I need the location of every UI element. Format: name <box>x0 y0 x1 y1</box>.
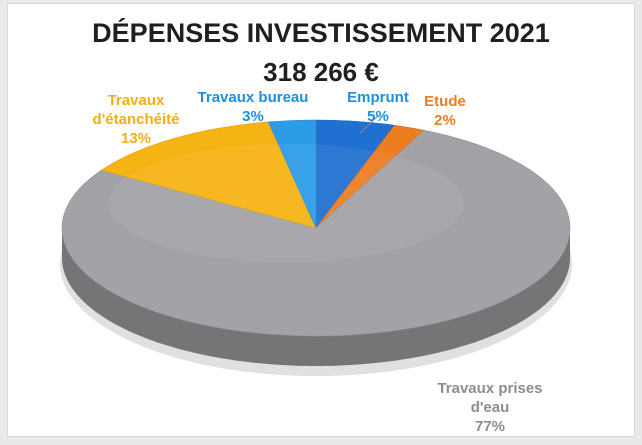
pie-slice-travaux-d-tanch-it- <box>100 121 317 229</box>
label-travaux-bureau-name: Travaux bureau <box>197 89 309 106</box>
label-etude: Etude 2% <box>414 92 476 130</box>
pie-highlight <box>108 143 464 263</box>
label-travaux-bureau: Travaux bureau 3% <box>188 88 318 126</box>
label-travaux-prises-eau-line1: Travaux prises <box>437 380 543 397</box>
label-travaux-etancheite-value: 13% <box>120 130 152 147</box>
label-travaux-etancheite: Travaux d'étanchéité 13% <box>66 91 206 148</box>
label-travaux-etancheite-line1: Travaux <box>107 92 165 109</box>
pie-slice-travaux-bureau <box>267 119 317 229</box>
chart-subtitle: 318 266 € <box>263 57 379 87</box>
label-travaux-prises-eau-value: 77% <box>474 418 506 435</box>
label-emprunt-name: Emprunt <box>347 89 409 106</box>
label-etude-name: Etude <box>424 93 466 110</box>
pie-slice-travaux-prises-d-eau <box>61 129 571 337</box>
label-travaux-prises-eau-line2: d'eau <box>470 399 510 416</box>
label-emprunt-value: 5% <box>367 108 389 125</box>
pie-side-travaux-prises-d-eau <box>62 228 570 366</box>
label-etude-value: 2% <box>434 112 456 129</box>
chart-title: DÉPENSES INVESTISSEMENT 2021 <box>92 18 550 48</box>
label-travaux-bureau-value: 3% <box>242 108 264 125</box>
label-travaux-prises-eau: Travaux prises d'eau 77% <box>420 379 560 436</box>
etude-leader-line <box>359 115 379 134</box>
label-travaux-etancheite-line2: d'étanchéité <box>92 111 180 128</box>
label-emprunt: Emprunt 5% <box>338 88 418 126</box>
